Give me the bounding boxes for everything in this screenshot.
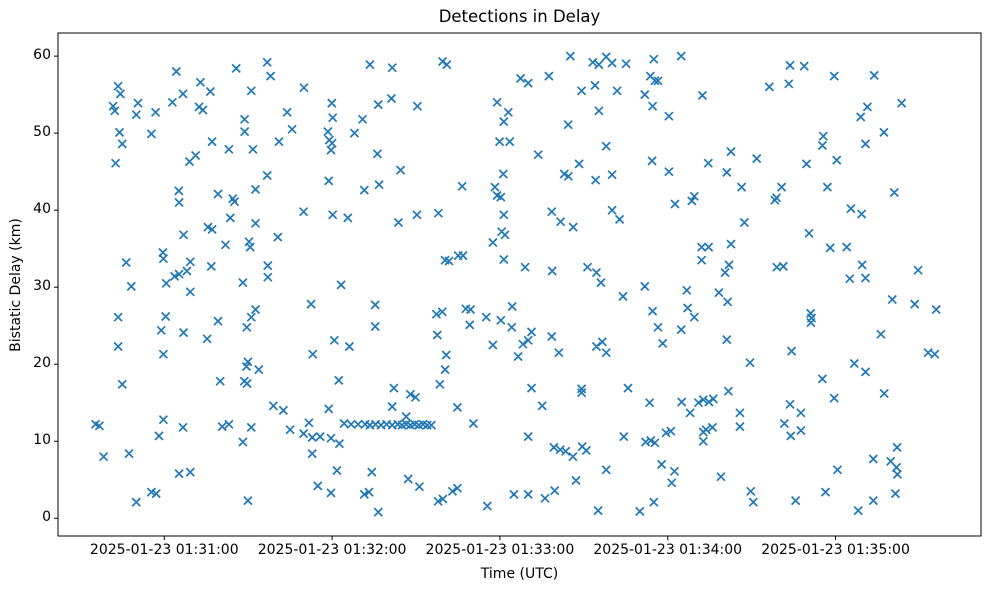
y-tick-label: 30	[33, 278, 51, 295]
y-tick-label: 0	[42, 509, 51, 526]
y-tick-label: 40	[33, 201, 51, 218]
x-tick-label: 2025-01-23 01:34:00	[593, 542, 743, 558]
x-tick-label: 2025-01-23 01:32:00	[257, 542, 407, 558]
x-tick-label: 2025-01-23 01:31:00	[89, 542, 239, 558]
y-tick-label: 50	[33, 124, 51, 141]
y-tick-label: 60	[33, 47, 51, 64]
x-tick-label: 2025-01-23 01:33:00	[425, 542, 575, 558]
x-tick-label: 2025-01-23 01:35:00	[761, 542, 910, 558]
chart-title: Detections in Delay	[438, 7, 601, 26]
y-tick-label: 20	[33, 355, 51, 372]
y-tick-label: 10	[33, 432, 51, 449]
scatter-points	[90, 51, 941, 517]
x-axis-label: Time (UTC)	[480, 566, 559, 582]
plot-border	[57, 32, 982, 537]
